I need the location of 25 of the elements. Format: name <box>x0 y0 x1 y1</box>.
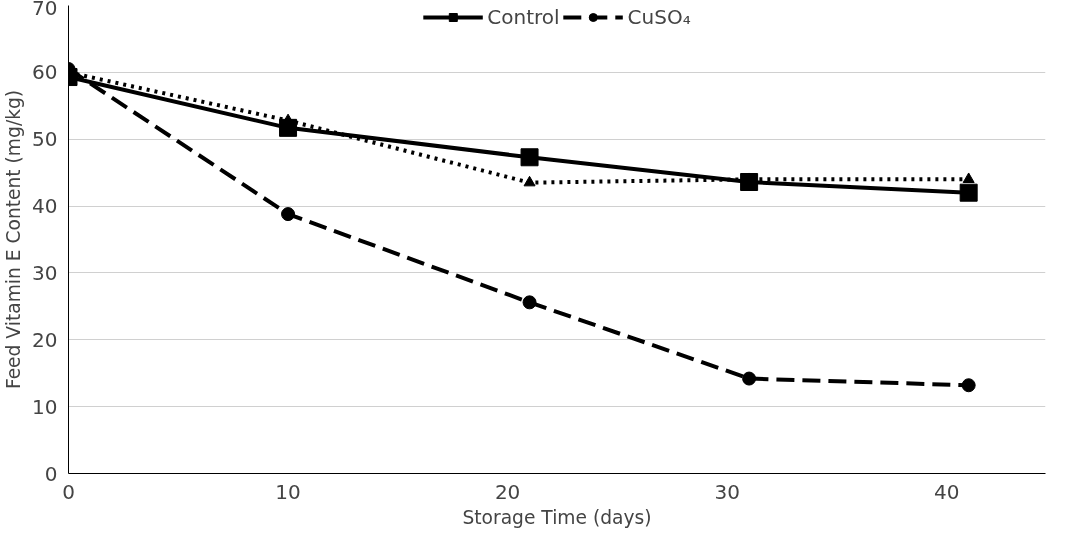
y-tick-label: 0 <box>44 461 58 486</box>
point <box>961 378 976 393</box>
x-axis-title: Storage Time (days) <box>462 506 652 528</box>
y-tick-label: 50 <box>32 127 58 152</box>
x-tick-label: 0 <box>62 479 75 504</box>
y-tick-label: 60 <box>32 60 58 85</box>
y-tick-label: 70 <box>32 0 58 20</box>
x-tick-label: 30 <box>714 479 740 504</box>
point <box>522 295 537 310</box>
legend-label: Control <box>487 5 560 29</box>
point <box>281 207 296 222</box>
y-tick-label: 30 <box>32 260 58 285</box>
point <box>962 172 975 183</box>
x-tick-label: 40 <box>933 479 960 504</box>
point <box>742 371 757 386</box>
y-tick-label: 20 <box>32 327 58 352</box>
point <box>520 148 539 167</box>
point <box>523 175 536 187</box>
y-tick-label: 10 <box>32 394 58 419</box>
y-tick-label: 40 <box>32 194 58 219</box>
x-tick-label: 20 <box>494 479 521 504</box>
y-axis-title: Feed Vitamin E Content (mg/kg) <box>3 89 25 390</box>
x-tick-label: 10 <box>275 479 301 504</box>
point <box>959 183 978 202</box>
legend-label: CuSO₄ <box>627 5 691 29</box>
